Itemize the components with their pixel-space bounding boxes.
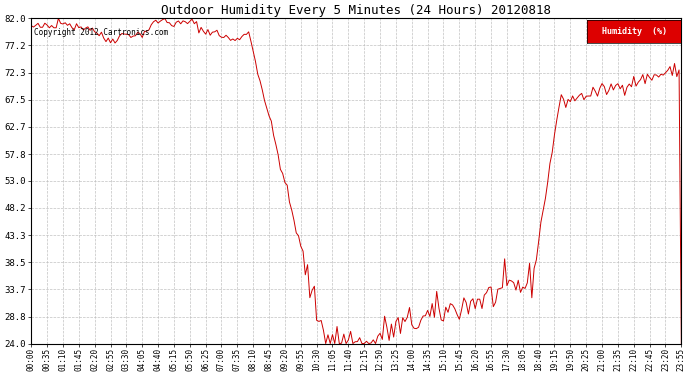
Title: Outdoor Humidity Every 5 Minutes (24 Hours) 20120818: Outdoor Humidity Every 5 Minutes (24 Hou…	[161, 4, 551, 17]
Text: Copyright 2012 Cartronics.com: Copyright 2012 Cartronics.com	[34, 28, 168, 37]
